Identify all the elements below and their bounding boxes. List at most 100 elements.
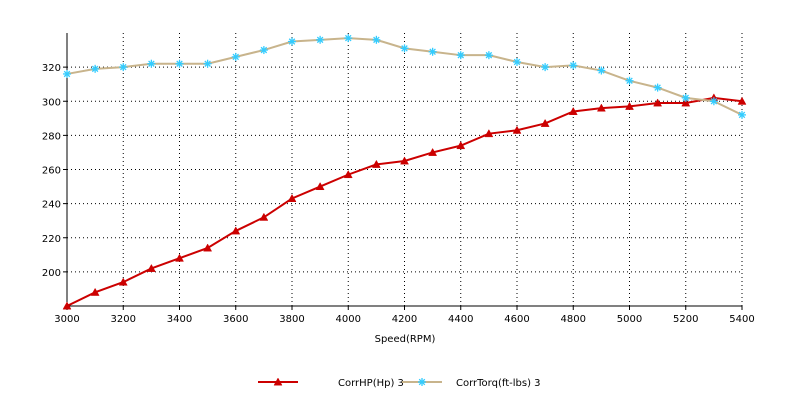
- data-point: [569, 61, 578, 70]
- data-point: [343, 170, 353, 179]
- marker-stroke: [204, 60, 211, 67]
- data-point: [625, 101, 634, 110]
- marker-stroke: [654, 84, 661, 91]
- data-point: [203, 59, 212, 68]
- x-tick-label: 4200: [392, 314, 417, 325]
- marker-stroke: [569, 62, 577, 69]
- data-point: [344, 34, 353, 43]
- marker-stroke: [513, 58, 521, 66]
- marker-stroke: [682, 94, 690, 102]
- y-tick-label: 220: [42, 234, 61, 245]
- marker-stroke: [260, 46, 268, 54]
- marker-stroke: [232, 53, 240, 61]
- data-point: [484, 51, 493, 60]
- marker-stroke: [344, 34, 352, 42]
- data-point: [371, 159, 381, 168]
- x-tick-label: 5200: [673, 314, 698, 325]
- data-point: [316, 35, 325, 44]
- data-point: [596, 103, 606, 112]
- legend-label: CorrHP(Hp) 3: [338, 378, 404, 389]
- marker-stroke: [176, 60, 183, 67]
- data-point: [62, 301, 72, 310]
- legend-item-hp: CorrHP(Hp) 3: [258, 377, 404, 389]
- marker-stroke: [119, 63, 127, 71]
- data-point: [119, 63, 128, 72]
- legend-label: CorrTorq(ft-lbs) 3: [456, 378, 541, 389]
- data-point: [568, 106, 578, 115]
- x-tick-label: 5000: [617, 314, 642, 325]
- x-tick-label: 4000: [336, 314, 361, 325]
- x-axis-label: Speed(RPM): [375, 334, 436, 345]
- data-point: [456, 141, 466, 150]
- marker-stroke: [288, 38, 296, 45]
- data-point: [231, 52, 240, 61]
- grid: [67, 33, 743, 306]
- y-tick-label: 320: [42, 63, 61, 74]
- y-tick-label: 280: [42, 131, 61, 142]
- data-point: [400, 44, 409, 53]
- data-point: [175, 253, 184, 262]
- data-point: [653, 98, 663, 107]
- marker-stroke: [626, 77, 633, 85]
- data-point: [288, 37, 296, 46]
- marker-stroke: [710, 97, 718, 105]
- marker-stroke: [148, 60, 155, 67]
- x-tick-label: 3800: [279, 314, 304, 325]
- marker-stroke: [485, 51, 493, 59]
- data-point: [681, 93, 690, 102]
- x-tick-label: 4400: [448, 314, 473, 325]
- marker-stroke: [429, 48, 436, 56]
- data-point: [456, 51, 465, 60]
- data-point: [147, 59, 156, 68]
- x-tick-label: 3600: [223, 314, 248, 325]
- data-point: [175, 59, 184, 68]
- data-point: [513, 58, 521, 67]
- legend-item-torque: CorrTorq(ft-lbs) 3: [402, 378, 541, 389]
- data-point: [90, 287, 100, 296]
- data-point: [428, 47, 437, 56]
- legend-marker: [273, 377, 283, 386]
- data-point: [287, 193, 297, 202]
- marker-stroke: [63, 70, 71, 78]
- x-tick-label: 3200: [111, 314, 136, 325]
- y-tick-label: 260: [42, 166, 61, 177]
- data-point: [91, 64, 100, 73]
- marker-stroke: [457, 51, 465, 59]
- x-tick-label: 4600: [504, 314, 529, 325]
- data-point: [428, 147, 438, 156]
- x-tick-label: 5400: [729, 314, 754, 325]
- data-point: [372, 35, 381, 44]
- data-point: [737, 96, 747, 105]
- data-point: [146, 263, 156, 272]
- data-point: [484, 129, 494, 138]
- series-torque: [63, 34, 746, 119]
- y-tick-label: 300: [42, 97, 61, 108]
- marker-stroke: [373, 36, 380, 44]
- data-point: [203, 243, 213, 252]
- y-tick-label: 200: [42, 268, 61, 279]
- marker-stroke: [541, 63, 549, 71]
- marker-stroke: [91, 65, 99, 73]
- data-point: [738, 110, 746, 119]
- data-point: [709, 97, 718, 106]
- series-layer: [62, 34, 747, 310]
- data-point: [315, 182, 325, 191]
- data-point: [541, 63, 550, 72]
- data-point: [540, 118, 550, 127]
- data-point: [63, 69, 71, 78]
- x-tick-label: 3400: [167, 314, 192, 325]
- y-tick-label: 240: [42, 200, 61, 211]
- data-point: [231, 226, 241, 235]
- marker-stroke: [418, 378, 426, 386]
- marker-stroke: [316, 36, 324, 44]
- data-point: [400, 156, 409, 165]
- axes: 3000 3200 3400 3600 3800 4000 4200 4400 4600 4800…: [42, 33, 755, 325]
- legend-marker: [418, 378, 426, 386]
- data-point: [259, 46, 268, 55]
- data-point: [681, 98, 691, 107]
- x-tick-label: 4800: [561, 314, 586, 325]
- marker-stroke: [598, 67, 605, 74]
- x-tick-label: 3000: [54, 314, 79, 325]
